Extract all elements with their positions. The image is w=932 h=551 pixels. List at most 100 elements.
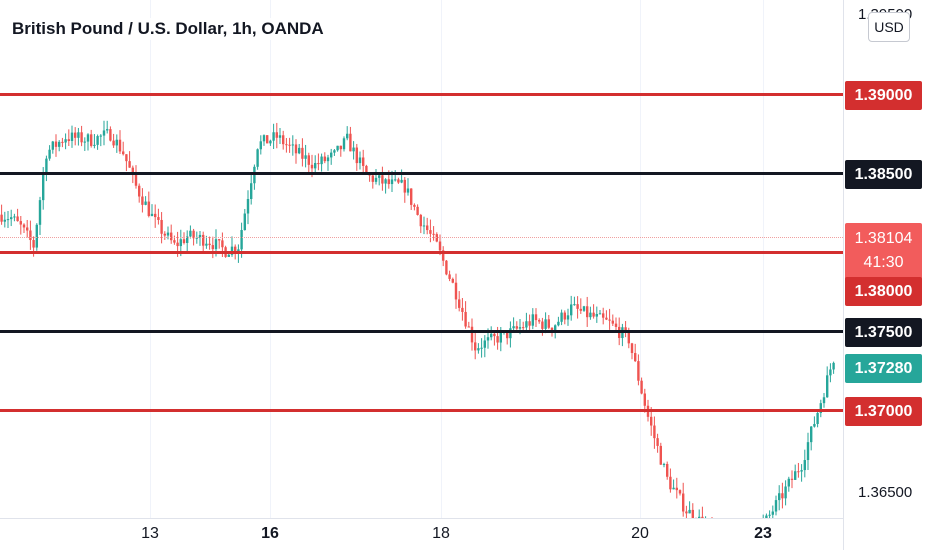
candle-up [93,144,96,146]
candle-down [432,233,435,235]
candle-up [96,136,99,145]
candle-up [237,249,240,253]
candle-up [768,514,771,516]
candle-down [464,311,467,327]
candle-up [150,213,154,216]
chart-title: British Pound / U.S. Dollar, 1h, OANDA [10,18,326,40]
candle-up [816,412,819,424]
level-line-1-38000[interactable] [0,251,843,254]
candle-up [774,500,778,512]
candle-up [374,177,378,182]
candle-up [250,183,253,200]
price-tag-1-39000: 1.39000 [845,81,922,110]
candle-up [560,312,563,322]
candle-down [454,282,458,300]
candle-up [13,216,16,218]
candle-down [0,214,3,222]
candle-down [640,380,643,394]
time-axis[interactable]: 13 16 18 20 23 [0,518,843,551]
candlestick-series [0,120,835,518]
candle-up [384,179,387,184]
price-axis[interactable]: 1.39500 USD 1.39000 1.38500 1.38104 41:3… [843,0,932,550]
candle-up [499,332,502,343]
candle-up [77,132,80,138]
candle-down [442,250,445,261]
candle-down [691,509,694,518]
candle-up [35,224,38,248]
level-line-1-37500[interactable] [0,330,843,333]
candle-up [144,201,147,205]
candle-down [61,141,64,143]
candle-up [573,304,576,306]
candle-up [589,312,592,318]
candle-down [416,206,419,215]
candle-up [246,199,250,214]
candle-down [656,438,659,446]
price-tag-1-37500: 1.37500 [845,318,922,347]
candle-down [528,321,531,326]
candle-up [582,306,586,311]
candle-up [102,130,106,136]
level-line-1-38500[interactable] [0,172,843,175]
price-tag-1-37000: 1.37000 [845,397,922,426]
candle-down [54,141,58,147]
candle-up [291,144,294,146]
time-label-16: 16 [261,525,279,542]
candle-down [522,327,525,329]
candle-up [518,327,522,329]
candle-down [362,157,365,166]
candle-up [99,135,102,137]
candle-down [410,188,413,205]
candle-down [669,476,672,490]
candle-up [51,141,54,150]
candle-down [461,307,464,312]
candle-down [26,227,29,231]
grid-line [640,0,641,518]
candle-down [32,240,35,248]
bar-countdown: 41:30 [863,254,904,271]
candle-down [285,144,288,146]
currency-button[interactable]: USD [868,12,910,42]
candle-up [822,397,826,404]
time-label-18: 18 [432,525,450,542]
time-label-20: 20 [631,525,649,542]
candle-up [390,179,394,185]
candle-up [662,463,666,465]
chart-pane[interactable]: British Pound / U.S. Dollar, 1h, OANDA [0,0,843,518]
candle-down [576,304,579,309]
candle-up [253,166,256,184]
candle-up [794,471,797,480]
candle-down [16,216,19,222]
level-line-1-37000[interactable] [0,409,843,412]
candle-down [451,278,454,283]
candle-down [624,327,627,331]
current-price-line [0,237,843,238]
candle-up [262,135,266,142]
candle-down [630,343,634,354]
candle-down [506,330,509,339]
candle-down [109,129,112,141]
candle-up [378,175,381,178]
candle-down [614,323,618,327]
price-tag-1-38000: 1.38000 [845,277,922,306]
price-axis-bottom-label: 1.36500 [858,484,913,501]
candle-down [221,240,224,248]
candle-up [272,132,275,141]
candle-down [534,314,538,321]
candle-down [365,165,368,175]
candle-down [192,230,195,239]
candle-up [352,147,355,152]
candle-up [166,232,170,236]
candle-up [394,179,397,181]
candle-down [234,246,237,253]
candle-up [342,138,346,150]
candle-down [301,147,304,159]
candle-up [832,362,835,370]
candle-down [112,140,115,146]
level-line-1-39000[interactable] [0,93,843,96]
candle-down [173,240,176,243]
candle-up [10,217,13,220]
candle-up [778,493,781,501]
candle-down [275,132,278,138]
candle-up [688,509,691,514]
